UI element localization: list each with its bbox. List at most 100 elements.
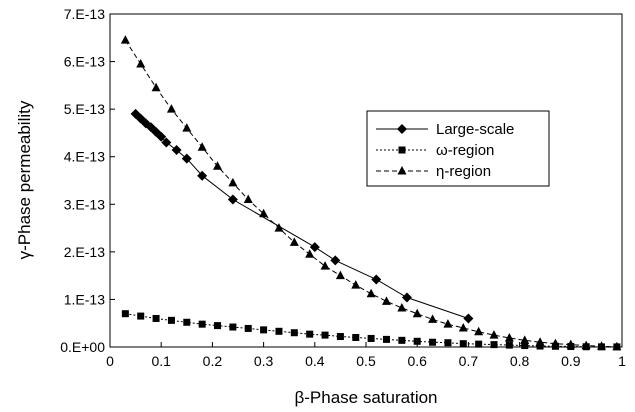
data-point-eta-region	[213, 161, 223, 170]
y-tick-label: 1.E-13	[64, 291, 105, 307]
legend-marker-eta-region	[397, 166, 407, 175]
legend: Large-scale ω-region η-region	[366, 110, 550, 187]
data-point-large-scale	[181, 153, 192, 164]
data-point-omega-region	[413, 337, 421, 345]
x-tick-label: 0.3	[254, 353, 274, 369]
data-point-omega-region	[521, 342, 529, 350]
data-point-eta-region	[458, 322, 468, 332]
x-tick-label: 0.5	[356, 353, 376, 369]
x-axis-ticks: 0 0.1 0.2 0.3 0.4 0.5 0.6 0.7 0.8 0.9 1	[106, 342, 626, 369]
data-point-omega-region	[244, 324, 252, 332]
data-point-eta-region	[443, 319, 453, 328]
data-point-omega-region	[290, 329, 298, 337]
legend-items: Large-scale ω-region η-region	[376, 121, 514, 180]
data-point-omega-region	[152, 314, 160, 322]
data-point-eta-region	[289, 237, 299, 246]
data-point-omega-region	[121, 310, 129, 318]
legend-label-eta-region: η-region	[436, 163, 491, 180]
data-point-omega-region	[382, 335, 390, 343]
series-large-scale	[130, 108, 474, 324]
data-point-eta-region	[228, 177, 238, 187]
x-tick-label: 0	[106, 353, 114, 369]
data-point-omega-region	[459, 340, 467, 348]
data-point-omega-region	[398, 336, 406, 344]
data-point-eta-region	[597, 341, 607, 350]
x-tick-label: 0.7	[459, 353, 479, 369]
data-point-eta-region	[259, 208, 269, 218]
x-tick-label: 0.9	[561, 353, 581, 369]
data-point-eta-region	[120, 35, 130, 44]
data-point-eta-region	[366, 288, 376, 298]
data-point-omega-region	[137, 312, 145, 320]
legend-item-eta-region: η-region	[376, 163, 491, 180]
data-point-eta-region	[136, 58, 146, 68]
y-tick-label: 5.E-13	[64, 101, 105, 117]
data-point-eta-region	[335, 270, 345, 280]
data-point-omega-region	[275, 327, 283, 335]
data-point-eta-region	[550, 338, 560, 348]
data-point-omega-region	[444, 339, 452, 347]
data-point-large-scale	[171, 145, 182, 156]
data-point-large-scale	[197, 170, 208, 181]
legend-label-large-scale: Large-scale	[436, 121, 514, 138]
data-point-omega-region	[321, 331, 329, 339]
data-point-large-scale	[140, 118, 151, 129]
data-point-eta-region	[381, 296, 391, 305]
legend-marker-omega-region	[398, 146, 406, 154]
series-eta-region	[120, 35, 622, 351]
data-point-omega-region	[475, 340, 483, 348]
data-point-eta-region	[535, 337, 545, 346]
data-point-eta-region	[412, 308, 422, 318]
y-tick-label: 7.E-13	[64, 6, 105, 22]
data-point-eta-region	[612, 341, 622, 351]
data-point-large-scale	[463, 313, 474, 324]
series-omega-region	[121, 310, 621, 351]
y-tick-label: 4.E-13	[64, 149, 105, 165]
x-tick-label: 1	[618, 353, 626, 369]
data-point-omega-region	[229, 323, 237, 331]
legend-label-omega-region: ω-region	[436, 142, 494, 159]
data-point-eta-region	[520, 335, 530, 344]
data-point-large-scale	[401, 292, 412, 303]
data-point-omega-region	[167, 316, 175, 324]
data-point-omega-region	[429, 338, 437, 346]
y-axis-ticks: 0.E+00 1.E-13 2.E-13 3.E-13 4.E-13 5.E-13 6.E-…	[60, 6, 115, 355]
data-point-omega-region	[306, 330, 314, 338]
data-point-omega-region	[260, 326, 268, 334]
data-point-large-scale	[309, 242, 320, 253]
data-point-eta-region	[182, 123, 192, 132]
data-point-eta-region	[397, 302, 407, 312]
data-point-omega-region	[505, 341, 513, 349]
data-point-omega-region	[352, 333, 360, 341]
y-tick-label: 2.E-13	[64, 244, 105, 260]
data-point-omega-region	[536, 342, 544, 350]
data-point-eta-region	[581, 340, 591, 350]
data-point-omega-region	[367, 334, 375, 342]
data-point-eta-region	[320, 261, 330, 270]
x-tick-label: 0.2	[203, 353, 223, 369]
data-point-eta-region	[428, 314, 438, 323]
data-point-eta-region	[504, 332, 514, 342]
data-point-omega-region	[336, 333, 344, 341]
legend-marker-large-scale	[397, 124, 407, 134]
data-point-large-scale	[161, 137, 172, 148]
x-tick-label: 0.6	[407, 353, 427, 369]
data-point-eta-region	[489, 330, 499, 339]
data-point-eta-region	[151, 82, 161, 92]
data-point-eta-region	[566, 339, 576, 349]
data-point-large-scale	[330, 255, 341, 266]
data-point-eta-region	[305, 249, 315, 258]
data-point-omega-region	[490, 341, 498, 349]
legend-box	[366, 110, 550, 187]
data-point-eta-region	[166, 104, 176, 113]
legend-item-omega-region: ω-region	[376, 142, 494, 159]
data-point-omega-region	[214, 322, 222, 330]
x-tick-label: 0.4	[305, 353, 325, 369]
y-axis-title: γ-Phase permeability	[15, 100, 34, 259]
data-point-eta-region	[474, 326, 484, 336]
data-point-large-scale	[371, 274, 382, 285]
data-point-eta-region	[197, 142, 207, 151]
series-layer	[120, 35, 622, 351]
data-point-large-scale	[227, 194, 238, 205]
